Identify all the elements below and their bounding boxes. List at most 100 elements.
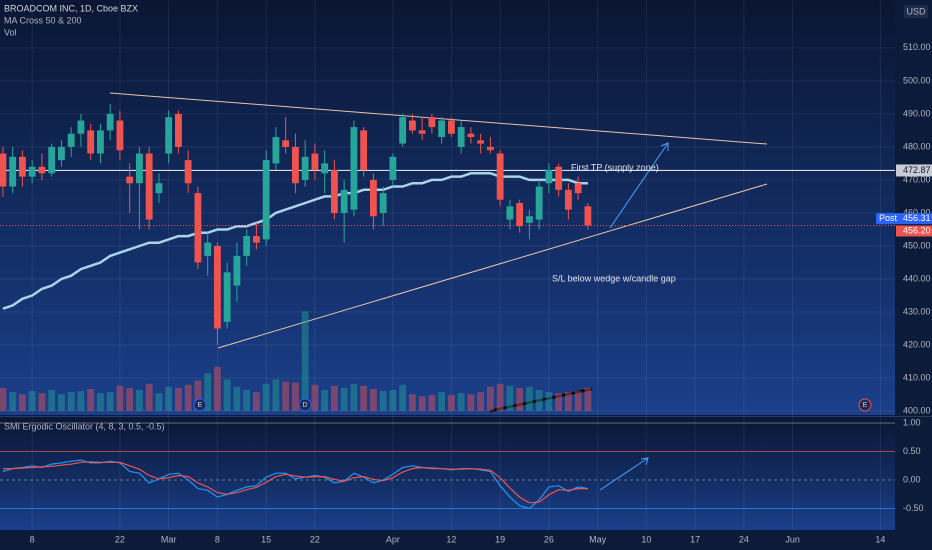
x-tick-label: 10 xyxy=(641,534,651,544)
candle-body xyxy=(438,120,446,138)
candle-body xyxy=(340,189,348,213)
volume-bar xyxy=(272,379,280,411)
currency-box[interactable] xyxy=(904,5,928,18)
candle-body xyxy=(165,117,173,154)
y-tick-label: 470.00 xyxy=(903,174,931,184)
currency[interactable]: USD xyxy=(906,6,926,16)
candle-body xyxy=(282,140,290,147)
post-tag xyxy=(876,213,932,225)
ma-line xyxy=(2,172,588,310)
candle-body xyxy=(9,156,17,187)
event-label: E xyxy=(863,402,868,409)
y-tick-label: 440.00 xyxy=(903,273,931,283)
volume-bar xyxy=(291,382,299,411)
x-tick-label: May xyxy=(589,534,607,544)
candle-body xyxy=(399,117,407,144)
volume-bar xyxy=(155,393,163,411)
candle-body xyxy=(116,120,124,151)
candle-body xyxy=(194,193,202,263)
x-tick-label: 15 xyxy=(261,534,271,544)
volume-bar xyxy=(340,387,348,411)
volume-bar xyxy=(545,392,553,411)
volume-bar xyxy=(535,390,543,411)
volume-bar xyxy=(97,393,104,411)
volume-bar xyxy=(38,393,46,411)
candle-body xyxy=(126,176,134,184)
y-tick-label: 410.00 xyxy=(903,372,931,382)
symbol-title: BROADCOM INC, 1D, Cboe BZX xyxy=(4,3,138,13)
x-tick-label: Jun xyxy=(785,534,800,544)
volume-bar xyxy=(77,391,85,411)
volume-bar xyxy=(447,395,455,411)
volume-bar xyxy=(584,387,592,411)
y-tick-label: 420.00 xyxy=(903,339,931,349)
y-tick-label: 450.00 xyxy=(903,240,931,250)
candle-body xyxy=(525,216,533,223)
volume-bar xyxy=(19,394,26,411)
volume-bar xyxy=(477,392,485,411)
candle-body xyxy=(428,117,436,128)
volume-bar xyxy=(467,394,475,411)
y-tick-label: 480.00 xyxy=(903,141,931,151)
volume-bar xyxy=(506,385,514,411)
y-tick-label: 0.00 xyxy=(903,474,921,484)
candle-body xyxy=(447,120,455,134)
candle-body xyxy=(564,189,572,210)
candle-body xyxy=(184,160,192,184)
candle-body xyxy=(535,186,543,220)
volume-bar xyxy=(48,390,56,411)
volume-bar xyxy=(438,392,446,411)
candle-body xyxy=(252,236,260,243)
post-value: 456.31 xyxy=(903,213,931,223)
candle-body xyxy=(369,179,377,217)
candle-body xyxy=(48,146,56,174)
arrow-head xyxy=(640,457,649,466)
x-tick-label: 24 xyxy=(739,534,749,544)
post-name: Post xyxy=(879,213,898,223)
candle-body xyxy=(58,146,65,161)
x-tick-label: 26 xyxy=(544,534,554,544)
volume-bar xyxy=(555,393,563,411)
candle-body xyxy=(574,183,582,194)
volume-bar xyxy=(223,379,231,411)
volume-bar xyxy=(67,392,75,411)
wedge-upper xyxy=(109,92,768,145)
volume-bar xyxy=(486,386,494,411)
candle-body xyxy=(87,130,95,154)
y-tick-label: 490.00 xyxy=(903,108,931,118)
candle-body xyxy=(330,170,338,213)
volume-bar xyxy=(116,385,124,411)
volume-bar xyxy=(330,385,338,411)
volume-bar xyxy=(457,393,465,411)
x-tick-label: 22 xyxy=(310,534,320,544)
candle-body xyxy=(311,153,319,171)
volume-bar xyxy=(165,386,173,411)
candle-body xyxy=(19,156,26,177)
price-pane xyxy=(0,0,895,415)
price-scale xyxy=(895,0,932,550)
candle-body xyxy=(360,130,368,171)
oscillator-line xyxy=(2,461,588,504)
volume-bar xyxy=(58,394,65,411)
oscillator-pane xyxy=(0,418,895,530)
annotation: First TP (supply zone) xyxy=(571,162,659,172)
candle-body xyxy=(506,206,514,220)
candle-body xyxy=(301,156,309,180)
candle-body xyxy=(136,153,143,184)
candle-body xyxy=(0,153,7,187)
volume-label: Vol xyxy=(4,27,17,37)
event-label: D xyxy=(302,402,307,409)
candle-body xyxy=(175,113,182,147)
candle-body xyxy=(516,203,524,227)
y-tick-label: 460.00 xyxy=(903,207,931,217)
volume-bar xyxy=(145,383,153,411)
y-tick-label: 430.00 xyxy=(903,306,931,316)
event-marker xyxy=(193,398,207,412)
volume-bar xyxy=(282,381,290,411)
candle-body xyxy=(379,193,387,213)
candle-body xyxy=(545,170,553,184)
y-tick-label: 0.50 xyxy=(903,446,921,456)
candle-body xyxy=(291,146,299,184)
price-tag-label: 472.87 xyxy=(903,165,931,175)
